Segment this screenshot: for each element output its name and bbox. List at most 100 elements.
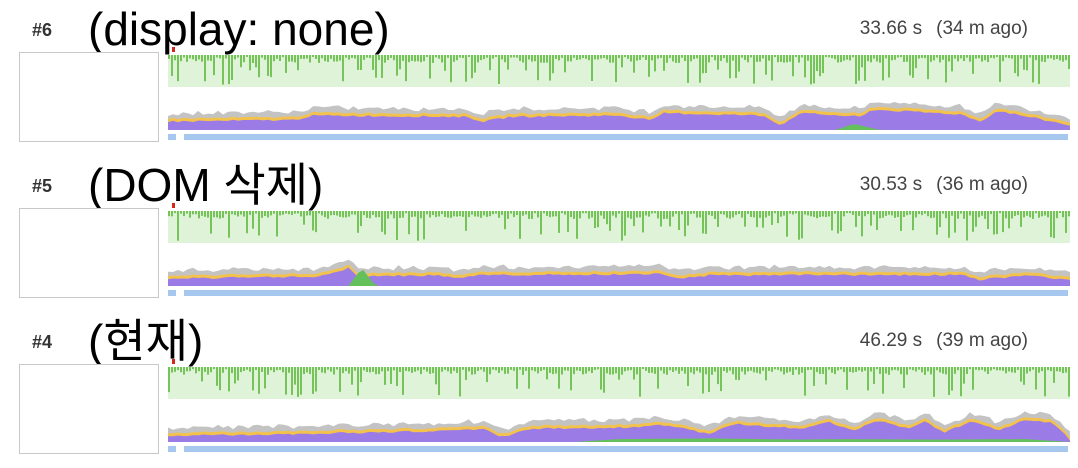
fps-frame-bar: [867, 55, 869, 62]
fps-frame-bar: [996, 211, 998, 235]
fps-frame-bar: [279, 211, 281, 216]
fps-frame-bar: [177, 367, 179, 371]
fps-frame-bar: [267, 367, 269, 375]
fps-frame-bar: [642, 367, 644, 369]
recording-item[interactable]: #4 (현재) 46.29 s (39 m ago): [0, 312, 1078, 464]
fps-frame-bar: [507, 367, 509, 374]
fps-frame-bar: [192, 55, 194, 60]
fps-frame-bar: [462, 367, 464, 370]
fps-frame-bar: [357, 367, 359, 396]
fps-frame-bar: [864, 55, 866, 81]
fps-frame-bar: [939, 55, 941, 63]
fps-frame-bar: [531, 55, 533, 62]
fps-frame-bar: [273, 55, 275, 62]
fps-frame-bar: [246, 367, 248, 370]
fps-frame-bar: [576, 55, 578, 60]
screenshot-thumbnail[interactable]: [19, 208, 159, 298]
fps-frame-bar: [495, 211, 497, 214]
fps-frame-bar: [789, 211, 791, 214]
fps-frame-bar: [540, 367, 542, 371]
fps-frame-bar: [402, 55, 404, 61]
fps-frame-bar: [939, 211, 941, 228]
fps-frame-bar: [300, 55, 302, 59]
fps-frame-bar: [549, 367, 551, 373]
fps-frame-bar: [570, 55, 572, 62]
fps-frame-bar: [393, 55, 395, 61]
fps-frame-bar: [612, 55, 614, 63]
fps-frame-bar: [912, 211, 914, 231]
fps-frame-bar: [417, 367, 419, 371]
fps-frame-bar: [282, 367, 284, 373]
fps-frame-bar: [750, 367, 752, 371]
fps-frame-bar: [321, 211, 323, 216]
fps-frame-bar: [1002, 55, 1004, 62]
fps-frame-bar: [225, 55, 227, 59]
network-segment: [168, 446, 176, 452]
fps-frame-bar: [228, 55, 230, 85]
network-segment: [184, 290, 1068, 296]
fps-frame-bar: [771, 55, 773, 81]
recording-item[interactable]: #5 (DOM 삭제) 30.53 s (36 m ago): [0, 156, 1078, 308]
fps-frame-bar: [474, 55, 476, 73]
fps-frame-bar: [399, 55, 401, 70]
fps-frame-bar: [933, 55, 935, 61]
fps-frame-bar: [558, 55, 560, 61]
fps-frame-bar: [855, 211, 857, 227]
fps-frame-bar: [528, 55, 530, 60]
fps-frame-bar: [1050, 367, 1052, 372]
fps-frame-bar: [600, 211, 602, 216]
fps-frame-bar: [393, 367, 395, 371]
fps-frame-bar: [1032, 367, 1034, 370]
fps-frame-bar: [636, 55, 638, 61]
fps-frame-bar: [753, 367, 755, 373]
fps-frame-bar: [903, 55, 905, 62]
fps-frame-bar: [339, 367, 341, 392]
fps-frame-bar: [189, 367, 191, 372]
fps-frame-bar: [399, 211, 401, 218]
fps-frame-bar: [537, 55, 539, 81]
fps-frame-bar: [453, 211, 455, 217]
fps-frame-bar: [246, 55, 248, 57]
fps-frame-bar: [747, 211, 749, 214]
fps-frame-bar: [582, 211, 584, 214]
fps-frame-bar: [453, 55, 455, 62]
fps-frame-bar: [564, 367, 566, 371]
fps-frame-bar: [630, 367, 632, 371]
fps-frame-bar: [909, 211, 911, 215]
fps-frame-bar: [519, 211, 521, 239]
fps-frame-bar: [315, 55, 317, 59]
fps-frame-bar: [720, 367, 722, 392]
screenshot-thumbnail[interactable]: [19, 364, 159, 454]
fps-frame-bar: [498, 55, 500, 84]
fps-frame-bar: [888, 55, 890, 78]
network-segment: [184, 446, 1068, 452]
fps-frame-bar: [468, 367, 470, 372]
fps-frame-bar: [819, 367, 821, 374]
fps-frame-bar: [705, 55, 707, 73]
fps-frame-bar: [828, 55, 830, 58]
recording-item[interactable]: #6 (display: none) 33.66 s (34 m ago): [0, 0, 1078, 152]
fps-frame-bar: [906, 55, 908, 62]
fps-frame-bar: [684, 211, 686, 237]
fps-frame-bar: [552, 55, 554, 74]
fps-frame-bar: [351, 55, 353, 58]
fps-frame-bar: [792, 367, 794, 375]
fps-frame-bar: [537, 367, 539, 374]
fps-frame-bar: [750, 55, 752, 58]
fps-frame-bar: [273, 211, 275, 214]
fps-frame-bar: [513, 55, 515, 58]
fps-frame-bar: [426, 211, 428, 215]
fps-frame-bar: [186, 55, 188, 62]
fps-frame-bar: [414, 367, 416, 372]
fps-frame-bar: [363, 367, 365, 371]
screenshot-thumbnail[interactable]: [19, 52, 159, 142]
fps-frame-bar: [894, 211, 896, 218]
cpu-chart: [168, 248, 1070, 286]
fps-frame-bar: [1056, 55, 1058, 59]
fps-frame-bar: [960, 367, 962, 397]
fps-frame-bar: [516, 367, 518, 389]
fps-frame-bar: [636, 367, 638, 375]
fps-frame-bar: [576, 367, 578, 371]
fps-frame-bar: [420, 55, 422, 63]
fps-frame-bar: [333, 55, 335, 62]
